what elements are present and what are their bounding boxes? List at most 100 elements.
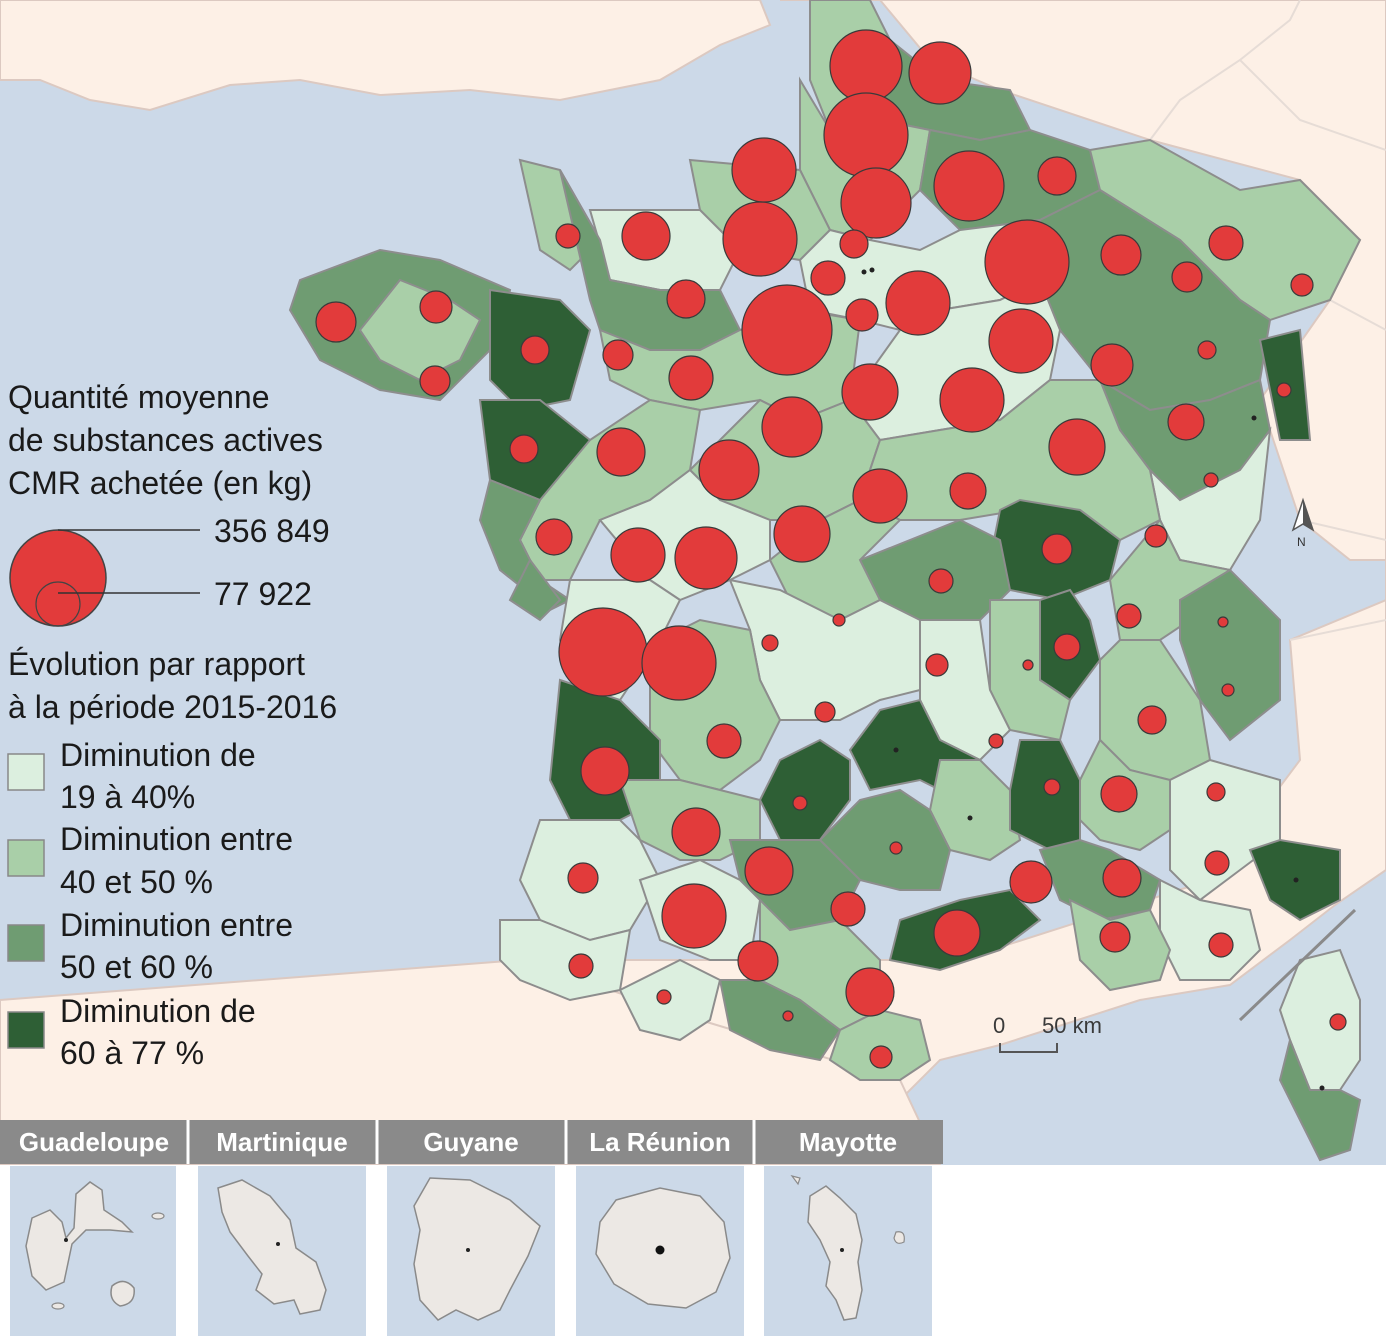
legend-swatch-class-2 [7, 839, 45, 877]
department-symbol-circle [829, 29, 903, 103]
department-symbol-circle [852, 468, 908, 524]
department-symbol-circle [596, 427, 646, 477]
department-symbol-circle [1329, 1013, 1347, 1031]
department-symbol-circle [731, 137, 797, 203]
department-symbol-circle [1221, 683, 1235, 697]
department-symbol-circle [1206, 782, 1226, 802]
department-symbol-circle [568, 953, 594, 979]
north-label: N [1297, 535, 1306, 549]
department-symbol-circle [674, 526, 738, 590]
department-symbol-circle [419, 365, 451, 397]
legend-class-3-line-1: Diminution entre [60, 907, 293, 943]
department-symbol-circle [656, 989, 672, 1005]
department-symbol-circle [1037, 156, 1077, 196]
legend-swatch-class-3 [7, 924, 45, 962]
legend-class-2-line-1: Diminution entre [60, 821, 293, 857]
legend-size-title-line-1: Quantité moyenne [8, 379, 270, 415]
department-area [508, 558, 562, 622]
department-symbol-circle [1217, 616, 1229, 628]
department-symbol-circle [1041, 533, 1073, 565]
legend-circle-max [9, 529, 107, 627]
department-symbol-circle [1208, 932, 1234, 958]
department-symbol-circle [949, 472, 987, 510]
department-symbol-circle [1009, 860, 1053, 904]
department-symbol-circle [1053, 633, 1081, 661]
department-symbol-circle [668, 355, 714, 401]
department-symbol-circle [722, 201, 798, 277]
legend-evolution-title-line-1: Évolution par rapport [8, 646, 305, 682]
department-symbol-dot [869, 267, 875, 273]
corsica-separator-line [1238, 908, 1357, 1022]
department-symbol-circle [939, 367, 1005, 433]
legend-evolution: Évolution par rapport à la période 2015-… [7, 646, 337, 1071]
department-symbol-circle [1171, 261, 1203, 293]
department-symbol-circle [737, 940, 779, 982]
department-symbol-circle [698, 439, 760, 501]
department-symbol-circle [1204, 850, 1230, 876]
scale-distance-label: 50 km [1042, 1013, 1102, 1038]
department-symbol-circle [830, 891, 866, 927]
mayotte-land [807, 1185, 863, 1321]
department-symbol-circle [810, 260, 846, 296]
department-symbol-circle [782, 1010, 794, 1022]
department-symbol-circle [841, 363, 899, 421]
department-symbol-circle [567, 862, 599, 894]
scale-zero-label: 0 [993, 1013, 1005, 1038]
department-symbol-circle [840, 167, 912, 239]
department-symbol-circle [1090, 343, 1134, 387]
department-symbol-circle [558, 607, 648, 697]
department-symbol-circle [1137, 705, 1167, 735]
department-symbol-circle [1208, 225, 1244, 261]
department-symbol-circle [1100, 234, 1142, 276]
department-symbol-dot [967, 815, 973, 821]
department-symbol-circle [555, 223, 581, 249]
department-area [758, 738, 851, 841]
department-symbol-circle [641, 625, 717, 701]
department-symbol-circle [933, 909, 981, 957]
department-symbol-circle [823, 92, 909, 178]
department-symbol-dot [1319, 1085, 1325, 1091]
department-symbol-circle [419, 290, 453, 324]
proportional-circles [315, 29, 1347, 1091]
department-symbol-circle [1167, 403, 1205, 441]
legend-swatch-class-1 [7, 753, 45, 791]
department-symbol-circle [580, 746, 630, 796]
department-symbol-circle [602, 339, 634, 371]
department-symbol-circle [839, 229, 869, 259]
scale-bar: 0 50 km [993, 1013, 1102, 1053]
department-symbol-circle [933, 150, 1005, 222]
department-symbol-circle [535, 518, 573, 556]
department-symbol-dot [1293, 877, 1299, 883]
department-symbol-circle [845, 967, 895, 1017]
department-symbol-circle [671, 807, 721, 857]
department-symbol-circle [520, 335, 550, 365]
department-symbol-circle [928, 568, 954, 594]
department-symbol-circle [925, 653, 949, 677]
department-symbol-circle [315, 301, 357, 343]
legend-evolution-title-line-2: à la période 2015-2016 [8, 689, 337, 725]
department-symbol-circle [1116, 603, 1142, 629]
department-area [1179, 568, 1281, 742]
department-symbol-dot [893, 747, 899, 753]
inset-title-la-reunion: La Réunion [589, 1127, 731, 1157]
department-area [1278, 1036, 1362, 1162]
department-area [828, 1008, 932, 1081]
country-border-line [1149, 0, 1386, 641]
legend-size-title-line-2: de substances actives [8, 422, 323, 458]
department-symbol-circle [832, 613, 846, 627]
inset-title-guadeloupe: Guadeloupe [19, 1127, 169, 1157]
department-symbol-circle [1100, 775, 1138, 813]
legend-class-1-line-2: 19 à 40% [60, 779, 195, 815]
inset-title-martinique: Martinique [216, 1127, 347, 1157]
department-symbol-circle [988, 733, 1004, 749]
legend-class-4-line-1: Diminution de [60, 993, 256, 1029]
department-symbol-circle [1197, 340, 1217, 360]
legend-size-min-label: 77 922 [214, 576, 312, 612]
inset-title-mayotte: Mayotte [799, 1127, 897, 1157]
department-symbol-circle [773, 505, 831, 563]
department-symbol-circle [1290, 273, 1314, 297]
department-symbol-circle [845, 298, 879, 332]
department-symbol-circle [889, 841, 903, 855]
department-symbol-circle [1102, 858, 1142, 898]
